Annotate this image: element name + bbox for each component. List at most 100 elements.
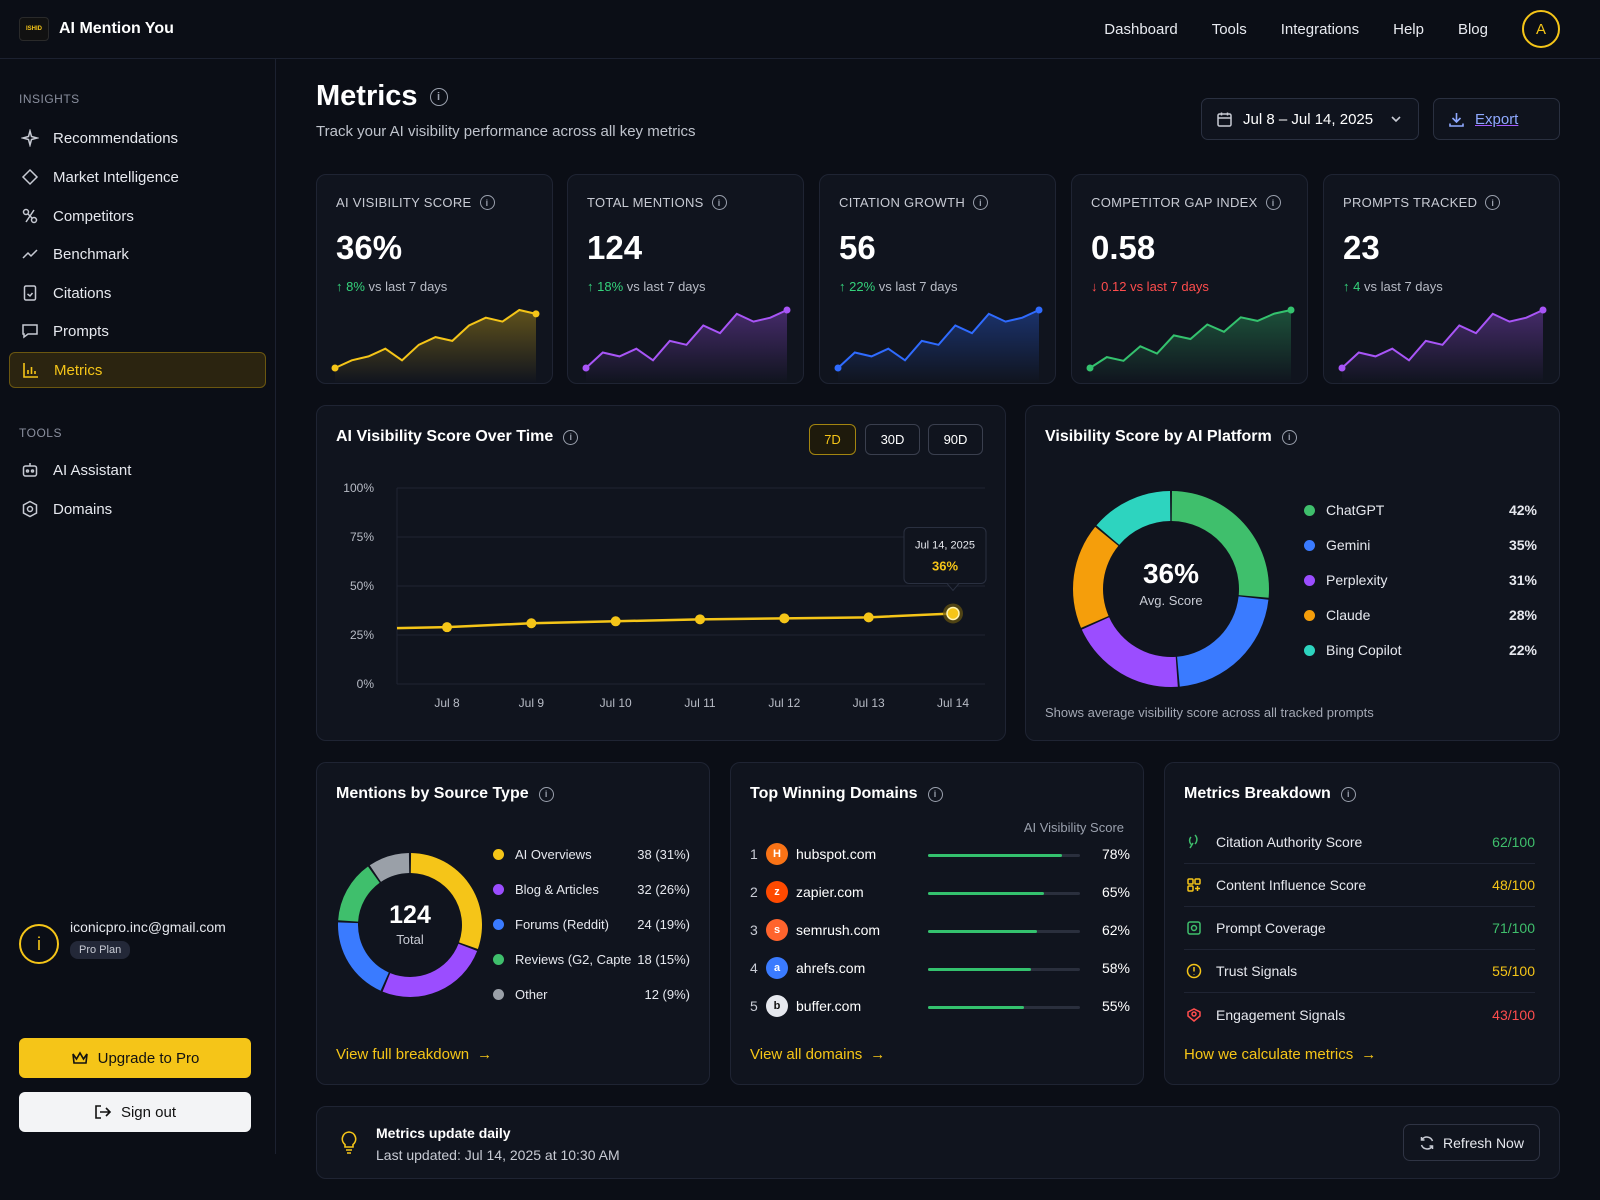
donut-center: 124 Total [336,901,484,947]
download-icon [1449,112,1464,127]
sidebar-item-label: Domains [53,500,113,518]
sidebar-item-citations[interactable]: Citations [9,275,266,311]
legend-value: 32 (26%) [637,882,690,897]
legend-item[interactable]: Forums (Reddit) 24 (19%) [493,917,690,932]
info-icon[interactable]: i [1281,429,1297,445]
card-title: AI Visibility Score Over Time i [336,428,579,446]
domain-name: buffer.com [796,998,862,1014]
sparkline-line [1341,309,1544,369]
donut-slice-chatgpt [1171,491,1269,598]
view-all-domains-link[interactable]: View all domains → [750,1046,886,1063]
date-range-text: Jul 8 – Jul 14, 2025 [1243,110,1374,128]
nav-integrations[interactable]: Integrations [1280,21,1360,38]
update-title: Metrics update daily [376,1125,511,1141]
sidebar-item-market-intelligence[interactable]: Market Intelligence [9,159,266,195]
sparkline-point [1086,364,1094,372]
info-icon[interactable]: i [429,87,448,106]
upgrade-button[interactable]: Upgrade to Pro [19,1038,251,1078]
info-icon[interactable]: i [711,195,727,210]
nav-tools[interactable]: Tools [1211,21,1247,38]
x-tick-label: Jul 12 [768,696,800,710]
legend-item[interactable]: Gemini 35% [1304,537,1537,553]
source-donut-chart[interactable] [336,851,484,999]
sparkline-line [1089,309,1292,369]
range-90d-button[interactable]: 90D [928,424,983,455]
how-we-calculate-link[interactable]: How we calculate metrics → [1184,1046,1377,1063]
info-icon[interactable]: i [973,195,989,210]
date-range-picker[interactable]: Jul 8 – Jul 14, 2025 [1201,98,1419,140]
x-tick-label: Jul 10 [600,696,632,710]
sidebar-item-prompts[interactable]: Prompts [9,313,266,349]
sparkline-area [586,310,787,383]
domain-row[interactable]: 2 z zapier.com 65% [750,879,1130,905]
range-7d-button[interactable]: 7D [809,424,856,455]
info-icon[interactable]: i [538,786,554,802]
info-icon[interactable]: i [927,786,943,802]
chevron-down-icon [1391,116,1401,123]
tools-section-label: TOOLS [19,426,62,440]
domain-row[interactable]: 5 b buffer.com 55% [750,993,1130,1019]
nav-help[interactable]: Help [1393,21,1424,38]
metric-value: 62/100 [1492,834,1535,850]
legend-label: Other [515,987,548,1002]
users-icon [21,207,39,225]
legend-label: AI Overviews [515,847,592,862]
sidebar-item-recommendations[interactable]: Recommendations [9,120,266,156]
metric-name: Trust Signals [1216,963,1298,979]
export-button[interactable]: Export [1433,98,1560,140]
legend-item[interactable]: AI Overviews 38 (31%) [493,847,690,862]
donut-center-value: 36% [1142,558,1200,589]
nav-blog[interactable]: Blog [1457,21,1488,38]
domain-row[interactable]: 4 a ahrefs.com 58% [750,955,1130,981]
kpi-label: COMPETITOR GAP INDEX i [1091,195,1281,210]
sparkline-point [834,364,842,372]
donut-center: 36% Avg. Score [1061,558,1281,608]
refresh-now-button[interactable]: Refresh Now [1403,1124,1540,1161]
legend-item[interactable]: ChatGPT 42% [1304,502,1537,518]
legend-item[interactable]: Claude 28% [1304,607,1537,623]
metric-row[interactable]: Trust Signals 55/100 [1184,950,1535,993]
user-avatar-button[interactable]: A [1522,10,1560,48]
sidebar-item-benchmark[interactable]: Benchmark [9,236,266,272]
platform-donut-chart[interactable] [1061,479,1281,699]
sidebar-item-label: Prompts [53,322,109,340]
legend-value: 31% [1508,572,1537,588]
range-30d-button[interactable]: 30D [865,424,920,455]
legend-label: Bing Copilot [1326,642,1402,658]
nav-dashboard[interactable]: Dashboard [1104,21,1178,38]
view-full-breakdown-link[interactable]: View full breakdown → [336,1046,493,1063]
sparkline-area [335,310,536,383]
kpi-value: 0.58 [1091,229,1156,266]
domain-row[interactable]: 3 s semrush.com 62% [750,917,1130,943]
legend-item[interactable]: Bing Copilot 22% [1304,642,1537,658]
metric-row[interactable]: Citation Authority Score 62/100 [1184,821,1535,864]
info-icon[interactable]: i [1265,195,1281,210]
legend-item[interactable]: Blog & Articles 32 (26%) [493,882,690,897]
metric-row[interactable]: Engagement Signals 43/100 [1184,993,1535,1036]
brand[interactable]: ISHID AI Mention You [19,17,174,41]
sidebar-item-ai-assistant[interactable]: AI Assistant [9,452,266,488]
sidebar-item-domains[interactable]: Domains [9,491,266,527]
info-icon[interactable]: i [563,429,579,445]
metric-name: Engagement Signals [1216,1006,1346,1023]
domain-score: 65% [1101,884,1130,900]
sparkline-point [1539,306,1547,314]
sign-out-button[interactable]: Sign out [19,1092,251,1132]
visibility-line-chart[interactable]: 100% 75% 50% 25% 0% Jul 8 Jul 9 Jul 10 Jul 11 Jul… [317,406,1006,741]
tooltip-pointer [946,583,960,592]
legend-item[interactable]: Other 12 (9%) [493,987,690,1002]
user-profile[interactable]: i iconicpro.inc@gmail.com Pro Plan [19,916,226,964]
metric-row[interactable]: Content Influence Score 48/100 [1184,864,1535,907]
sparkline-point [331,364,339,372]
sidebar-item-metrics[interactable]: Metrics [9,352,266,388]
card-title: Visibility Score by AI Platform i [1045,428,1297,446]
sign-out-label: Sign out [120,1103,177,1121]
info-icon[interactable]: i [479,195,495,210]
domain-row[interactable]: 1 H hubspot.com 78% [750,841,1130,867]
sidebar-item-competitors[interactable]: Competitors [9,198,266,234]
info-icon[interactable]: i [1485,195,1501,210]
legend-item[interactable]: Reviews (G2, Capterra) 18 (15%) [493,952,690,967]
metric-row[interactable]: Prompt Coverage 71/100 [1184,907,1535,950]
legend-item[interactable]: Perplexity 31% [1304,572,1537,588]
info-icon[interactable]: i [1340,786,1356,802]
